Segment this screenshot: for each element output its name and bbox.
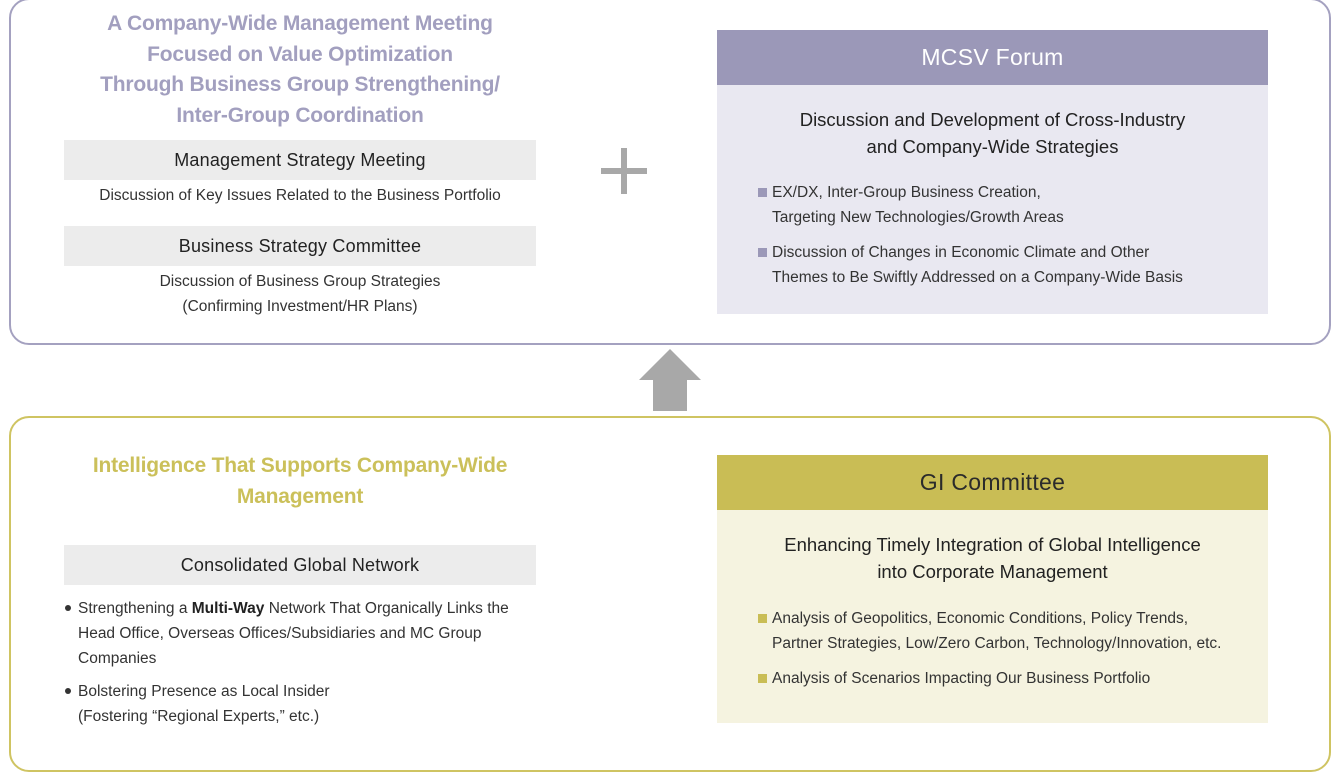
desc-line: Discussion of Business Group Strategies: [159, 273, 441, 290]
list-item-line: Strengthening a Multi-Way Network That O…: [78, 596, 536, 621]
heading-line: Intelligence That Supports Company-Wide: [92, 454, 508, 477]
business-strategy-committee-bar: Business Strategy Committee: [64, 226, 536, 266]
list-item-line: Analysis of Scenarios Impacting Our Busi…: [772, 670, 1151, 687]
consolidated-global-network-bar: Consolidated Global Network: [64, 545, 536, 585]
heading-line: Through Business Group Strengthening/: [100, 73, 500, 96]
list-item-line: EX/DX, Inter-Group Business Creation,: [772, 184, 1041, 201]
gi-committee-subtitle: Enhancing Timely Integration of Global I…: [717, 531, 1268, 585]
heading-line: Focused on Value Optimization: [147, 42, 453, 66]
list-item-line: Head Office, Overseas Offices/Subsidiari…: [78, 625, 482, 642]
list-item: Discussion of Changes in Economic Climat…: [758, 240, 1268, 290]
plus-icon: [601, 148, 647, 194]
gi-committee-list: Analysis of Geopolitics, Economic Condit…: [717, 606, 1268, 691]
desc-line: (Confirming Investment/HR Plans): [182, 298, 418, 315]
list-item: Strengthening a Multi-Way Network That O…: [64, 596, 536, 671]
consolidated-global-network-label: Consolidated Global Network: [180, 554, 420, 575]
business-strategy-committee-desc: Discussion of Business Group Strategies …: [64, 269, 536, 319]
list-item-line: Companies: [78, 650, 157, 667]
subtitle-line: and Company-Wide Strategies: [866, 136, 1119, 157]
list-item: Analysis of Scenarios Impacting Our Busi…: [758, 666, 1268, 691]
list-item: Bolstering Presence as Local Insider (Fo…: [64, 679, 536, 729]
list-item-line: Targeting New Technologies/Growth Areas: [772, 209, 1064, 226]
gi-committee-header: GI Committee: [717, 455, 1268, 510]
square-bullet-icon: [758, 248, 767, 257]
up-arrow-icon: [639, 349, 701, 411]
intelligence-heading: Intelligence That Supports Company-Wide …: [64, 451, 536, 512]
mcsv-forum-title: MCSV Forum: [921, 44, 1064, 70]
gi-committee-box: GI Committee Enhancing Timely Integratio…: [717, 455, 1268, 723]
mcsv-forum-box: MCSV Forum Discussion and Development of…: [717, 30, 1268, 314]
subtitle-line: Discussion and Development of Cross-Indu…: [799, 109, 1186, 130]
list-item-line: Partner Strategies, Low/Zero Carbon, Tec…: [772, 635, 1222, 652]
network-bullet-list: Strengthening a Multi-Way Network That O…: [64, 596, 536, 737]
list-item: EX/DX, Inter-Group Business Creation, Ta…: [758, 180, 1268, 230]
round-bullet-icon: [65, 688, 71, 694]
mcsv-forum-subtitle: Discussion and Development of Cross-Indu…: [717, 106, 1268, 160]
heading-line: Inter-Group Coordination: [176, 103, 424, 127]
text-segment: Network That Organically Links the: [264, 600, 509, 617]
management-strategy-meeting-label: Management Strategy Meeting: [174, 149, 426, 170]
heading-line: A Company-Wide Management Meeting: [107, 12, 493, 35]
management-meeting-heading: A Company-Wide Management Meeting Focuse…: [64, 9, 536, 131]
square-bullet-icon: [758, 188, 767, 197]
list-item-line: (Fostering “Regional Experts,” etc.): [78, 708, 320, 725]
list-item-line: Themes to Be Swiftly Addressed on a Comp…: [772, 269, 1183, 286]
list-item-line: Bolstering Presence as Local Insider: [78, 683, 330, 700]
management-strategy-meeting-desc: Discussion of Key Issues Related to the …: [99, 187, 501, 204]
gi-committee-title: GI Committee: [919, 469, 1066, 495]
subtitle-line: Enhancing Timely Integration of Global I…: [784, 534, 1201, 555]
round-bullet-icon: [65, 605, 71, 611]
square-bullet-icon: [758, 674, 767, 683]
subtitle-line: into Corporate Management: [877, 561, 1108, 582]
list-item: Analysis of Geopolitics, Economic Condit…: [758, 606, 1268, 656]
mcsv-forum-list: EX/DX, Inter-Group Business Creation, Ta…: [717, 180, 1268, 290]
business-strategy-committee-label: Business Strategy Committee: [178, 235, 422, 256]
bold-text-segment: Multi-Way: [191, 600, 265, 617]
square-bullet-icon: [758, 614, 767, 623]
list-item-line: Analysis of Geopolitics, Economic Condit…: [772, 610, 1189, 627]
list-item-line: Discussion of Changes in Economic Climat…: [772, 244, 1150, 261]
heading-line: Management: [236, 484, 364, 508]
management-strategy-meeting-bar: Management Strategy Meeting: [64, 140, 536, 180]
text-segment: Strengthening a: [78, 600, 192, 617]
mcsv-forum-header: MCSV Forum: [717, 30, 1268, 85]
